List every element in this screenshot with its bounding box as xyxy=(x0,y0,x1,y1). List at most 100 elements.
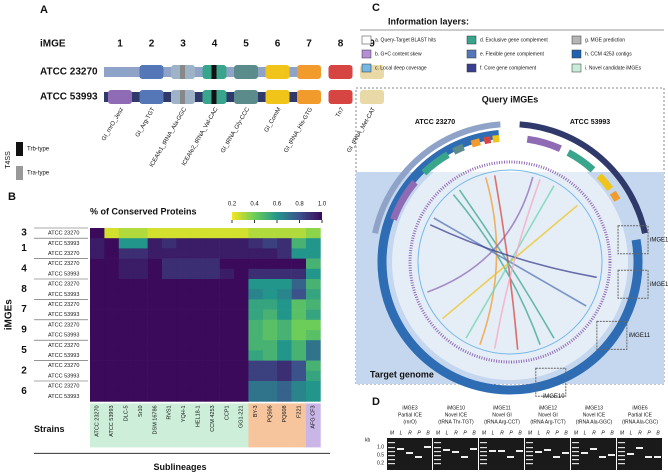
heatmap-cell xyxy=(190,350,206,361)
gel-band xyxy=(406,452,413,454)
blast-link xyxy=(465,185,555,339)
heatmap-cell xyxy=(306,340,321,351)
colorbar-tick-label: 0.4 xyxy=(250,202,259,208)
row-label: ATCC 53993 xyxy=(48,394,79,400)
lane-label: L xyxy=(538,430,541,436)
gel-band xyxy=(599,456,606,458)
query-label: Query iMGEs xyxy=(482,94,539,104)
row-label: ATCC 53993 xyxy=(48,353,79,359)
imge-number: 4 xyxy=(212,39,218,50)
legend-swatch xyxy=(466,63,477,73)
group-label: 4 xyxy=(21,263,27,274)
heatmap-cell xyxy=(147,258,163,270)
heatmap-cell xyxy=(219,370,235,382)
heatmap-cell xyxy=(248,319,264,331)
heatmap-cell xyxy=(219,330,235,341)
heatmap-cell xyxy=(291,330,307,341)
heatmap-cell xyxy=(176,370,192,382)
heatmap-cell xyxy=(291,381,307,392)
column-label: PQ506 xyxy=(267,405,273,422)
ladder-band xyxy=(572,455,579,457)
heatmap-cell xyxy=(133,258,148,270)
heatmap-cell xyxy=(248,350,264,361)
legend-label: e. Flexible gene complement xyxy=(480,51,545,57)
ladder-band xyxy=(434,459,441,461)
heatmap-cell xyxy=(277,248,292,259)
heatmap-cell xyxy=(147,360,163,372)
sublineage-strip xyxy=(306,403,321,448)
column-label: HEL18-1 xyxy=(195,405,201,427)
heatmap-cell xyxy=(306,381,321,392)
element-label: Tn7 xyxy=(335,106,346,119)
column-label: F221 xyxy=(296,405,302,418)
heatmap-cell xyxy=(190,258,206,270)
t4ss-block xyxy=(211,65,217,79)
heatmap-cell xyxy=(248,279,264,290)
gel-title: Partial ICE xyxy=(398,412,423,418)
heatmap-cell xyxy=(306,289,321,300)
heatmap-cell xyxy=(147,381,163,392)
gel-title: iMGE13 xyxy=(585,405,603,411)
heatmap-cell xyxy=(262,370,278,382)
heatmap-cell xyxy=(176,391,192,402)
heatmap-cell xyxy=(291,350,307,361)
imge-block xyxy=(139,90,164,104)
legend-swatch xyxy=(361,35,372,45)
gel-band xyxy=(627,453,634,455)
lane-label: P xyxy=(601,430,605,436)
query-segment xyxy=(492,134,500,143)
query-segment xyxy=(452,143,465,155)
heatmap-cell xyxy=(205,391,220,402)
heatmap-cell xyxy=(234,289,249,300)
heatmap-cell xyxy=(118,360,134,372)
heatmap-cell xyxy=(306,248,321,259)
element-label: GI_rnrO_Jesz xyxy=(101,107,125,142)
query-segment xyxy=(526,135,562,152)
gel-band xyxy=(507,456,514,458)
lane-label: B xyxy=(426,430,430,436)
t4ss-swatch xyxy=(16,142,23,156)
ladder-band xyxy=(618,463,625,465)
gel-title: iMGE11 xyxy=(493,405,511,411)
row-label: ATCC 23270 xyxy=(48,384,79,390)
heatmap-cell xyxy=(176,268,192,280)
heatmap-cell xyxy=(291,319,307,331)
gel xyxy=(433,438,478,470)
ladder-band xyxy=(388,463,395,465)
heatmap-cell xyxy=(234,299,249,310)
heatmap-cell xyxy=(176,279,192,290)
imge-block xyxy=(234,90,258,104)
lane-label: M xyxy=(390,430,395,436)
lane-label: P xyxy=(417,430,421,436)
heatmap-cell xyxy=(176,299,192,310)
ladder-band xyxy=(526,451,533,453)
heatmap-cell xyxy=(234,258,249,270)
legend-header: Information layers: xyxy=(388,16,469,26)
heatmap-cell xyxy=(234,248,249,259)
panel-letter: C xyxy=(372,2,380,14)
heatmap-cell xyxy=(190,319,206,331)
heatmap-cell xyxy=(133,350,148,361)
heatmap-cell xyxy=(162,391,177,402)
heatmap-cell xyxy=(176,330,192,341)
column-label: RVS1 xyxy=(167,405,173,419)
heatmap-cell xyxy=(162,238,177,249)
gel-band xyxy=(452,451,459,453)
heatmap-cell xyxy=(306,309,321,321)
lane-label: M xyxy=(436,430,441,436)
heatmap-cell xyxy=(118,268,134,280)
heatmap-cell xyxy=(262,350,278,361)
heatmap-cell xyxy=(262,238,278,249)
ladder-band xyxy=(388,451,395,453)
heatmap-cell xyxy=(277,258,292,270)
heatmap-cell xyxy=(104,340,120,351)
row-label: ATCC 53993 xyxy=(48,373,79,379)
heatmap-cell xyxy=(90,330,105,341)
heatmap-cell xyxy=(147,370,163,382)
heatmap-cell xyxy=(176,238,192,249)
query-segment xyxy=(596,173,614,192)
heatmap-cell xyxy=(176,360,192,372)
heatmap-cell xyxy=(147,319,163,331)
heatmap-cell xyxy=(90,340,105,351)
heatmap-cell xyxy=(205,268,220,280)
